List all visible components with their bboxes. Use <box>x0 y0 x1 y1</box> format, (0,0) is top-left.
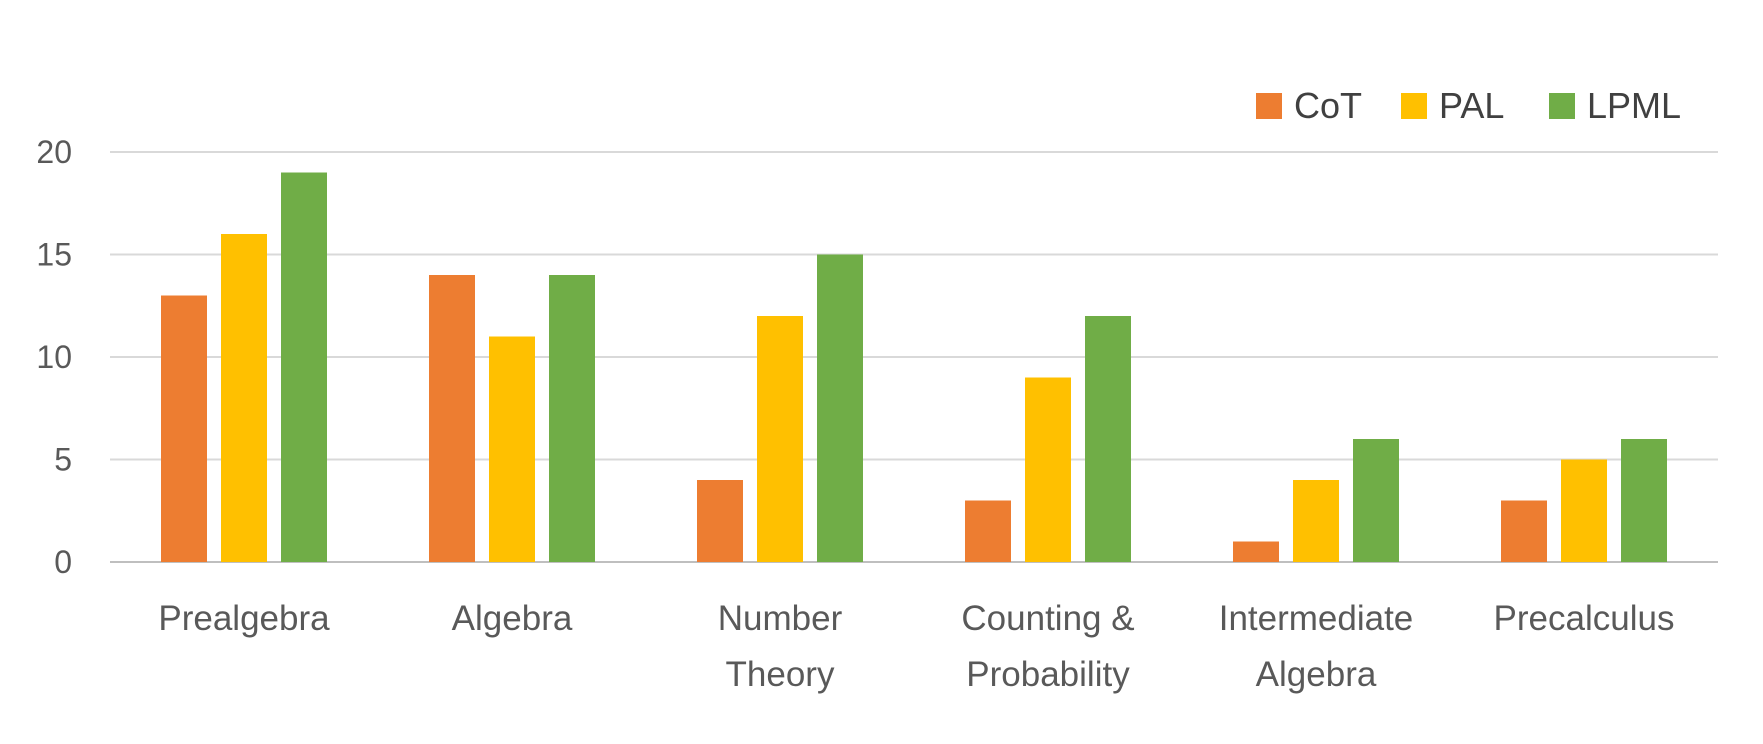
bar-lpml-1 <box>549 275 595 562</box>
category-label: Counting & <box>961 599 1134 638</box>
bar-pal-5 <box>1561 459 1607 562</box>
category-labels: Prealgebra Algebra Number Theory Counting & P… <box>158 599 1674 694</box>
legend: CoT PAL LPML <box>1256 85 1681 126</box>
category-label: Number <box>718 599 843 638</box>
legend-swatch-pal <box>1401 93 1427 119</box>
bar-pal-2 <box>757 316 803 562</box>
legend-swatch-lpml <box>1549 93 1575 119</box>
category-label: Theory <box>726 655 835 694</box>
bar-pal-0 <box>221 234 267 562</box>
category-label: Precalculus <box>1494 599 1675 638</box>
category-label: Probability <box>966 655 1130 694</box>
legend-label-lpml: LPML <box>1587 85 1681 126</box>
bar-lpml-0 <box>281 172 327 562</box>
bar-cot-4 <box>1233 541 1279 562</box>
bar-cot-3 <box>965 500 1011 562</box>
gridlines <box>110 151 1718 563</box>
bar-lpml-2 <box>817 254 863 562</box>
legend-swatch-cot <box>1256 93 1282 119</box>
legend-label-cot: CoT <box>1294 85 1362 126</box>
category-label: Prealgebra <box>158 599 330 638</box>
y-tick-label: 20 <box>36 134 72 170</box>
bar-cot-1 <box>429 275 475 562</box>
bar-pal-3 <box>1025 377 1071 562</box>
bar-pal-4 <box>1293 480 1339 562</box>
y-tick-label: 0 <box>54 544 72 580</box>
bar-lpml-5 <box>1621 439 1667 562</box>
y-axis-ticks: 0 5 10 15 20 <box>36 134 72 580</box>
legend-label-pal: PAL <box>1439 85 1504 126</box>
y-tick-label: 5 <box>54 442 72 478</box>
bar-cot-0 <box>161 295 207 562</box>
bar-lpml-3 <box>1085 316 1131 562</box>
category-label: Intermediate <box>1219 599 1414 638</box>
bar-cot-5 <box>1501 500 1547 562</box>
category-label: Algebra <box>1256 655 1377 694</box>
bar-cot-2 <box>697 480 743 562</box>
bar-pal-1 <box>489 336 535 562</box>
bar-lpml-4 <box>1353 439 1399 562</box>
category-label: Algebra <box>452 599 573 638</box>
bars <box>161 172 1667 562</box>
y-tick-label: 15 <box>36 237 72 273</box>
y-tick-label: 10 <box>36 339 72 375</box>
